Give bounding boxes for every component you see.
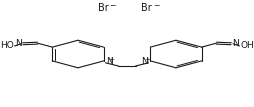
Text: N: N: [141, 57, 148, 66]
Text: N: N: [232, 39, 239, 48]
Text: −: −: [153, 1, 159, 10]
Text: N: N: [15, 39, 22, 48]
Text: N: N: [106, 57, 113, 66]
Text: Br: Br: [98, 3, 108, 13]
Text: HO: HO: [0, 42, 14, 51]
Text: +: +: [108, 57, 114, 63]
Text: OH: OH: [240, 42, 254, 51]
Text: Br: Br: [141, 3, 152, 13]
Text: +: +: [144, 57, 150, 63]
Text: −: −: [109, 1, 116, 10]
